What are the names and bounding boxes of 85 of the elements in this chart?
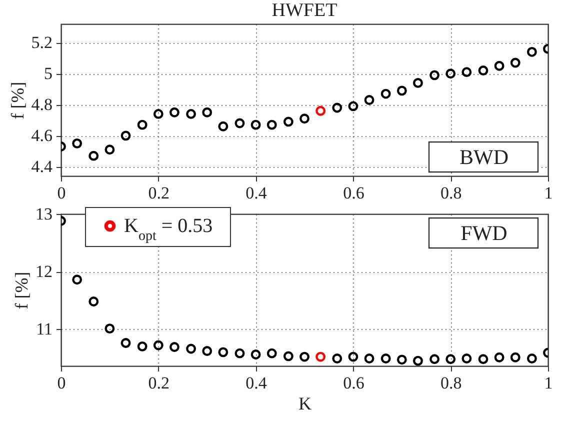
point [462, 67, 472, 78]
point [186, 108, 196, 119]
point [413, 356, 423, 366]
point [170, 107, 180, 118]
point [364, 95, 374, 105]
point [250, 120, 261, 130]
point [186, 344, 196, 354]
annotation: BWD [460, 145, 508, 169]
point [510, 58, 520, 68]
point [120, 338, 131, 348]
point [316, 106, 326, 116]
point [348, 352, 358, 362]
x-tick-label: 1 [544, 374, 553, 392]
y-tick-label: 5 [44, 64, 52, 84]
point [316, 352, 326, 362]
x-tick-label: 0.4 [246, 184, 268, 202]
point [104, 144, 115, 155]
x-tick-label: 0.6 [343, 374, 364, 392]
chart-title: HWFET [272, 0, 338, 21]
point [170, 342, 180, 352]
point [202, 346, 212, 356]
point [202, 107, 212, 118]
point [283, 351, 294, 362]
point [430, 354, 440, 364]
point [88, 296, 99, 306]
point [234, 118, 245, 128]
point [104, 324, 115, 334]
y-tick-label: 4.8 [31, 95, 52, 114]
y-tick-label: 5.2 [31, 33, 52, 52]
point [332, 102, 342, 113]
y-axis-title: f [%] [7, 82, 28, 120]
y-tick-label: 4.4 [31, 157, 53, 176]
x-tick-label: 0.4 [246, 374, 268, 392]
x-tick-label: 0.2 [148, 184, 170, 202]
point [300, 114, 310, 124]
point [396, 354, 407, 365]
point [234, 348, 245, 358]
point [478, 66, 488, 76]
point [380, 88, 391, 99]
point [494, 60, 504, 71]
point [478, 354, 488, 364]
x-tick-label: 0.6 [343, 184, 364, 202]
point [462, 354, 472, 364]
x-tick-label: 0.8 [440, 374, 462, 392]
point [218, 121, 228, 132]
y-tick-label: 4.6 [31, 126, 52, 146]
x-axis-title: K [298, 394, 312, 414]
point [413, 78, 423, 88]
point [250, 350, 261, 360]
point [266, 348, 277, 358]
point [348, 101, 358, 112]
point [153, 108, 164, 119]
point [137, 120, 148, 130]
point [494, 352, 504, 362]
point [332, 354, 342, 364]
point [153, 340, 164, 350]
point [72, 274, 82, 285]
point [364, 354, 374, 364]
legend-label: K$_{opt}$ = 0.53 [124, 215, 213, 244]
point [396, 86, 407, 96]
point [380, 354, 391, 364]
x-tick-label: 0.2 [148, 374, 170, 392]
annotation: FWD [460, 221, 508, 245]
x-tick-label: 0.8 [440, 184, 462, 202]
point [120, 130, 131, 141]
point [283, 116, 294, 127]
y-tick-label: 11 [36, 320, 52, 339]
x-tick-label: 0 [57, 374, 66, 392]
point [526, 354, 537, 364]
y-tick-label: 13 [36, 204, 52, 224]
y-tick-label: 12 [36, 262, 52, 282]
point [300, 352, 310, 362]
y-axis-title: f [%] [12, 272, 32, 310]
point [446, 68, 456, 79]
point [430, 70, 440, 80]
point [72, 138, 82, 148]
point [218, 347, 228, 358]
point [446, 354, 456, 364]
x-tick-label: 1 [544, 184, 553, 202]
point [266, 120, 277, 130]
point [510, 352, 520, 362]
point [137, 341, 148, 352]
x-tick-label: 0 [57, 184, 66, 202]
point [526, 46, 537, 57]
point [88, 150, 99, 161]
